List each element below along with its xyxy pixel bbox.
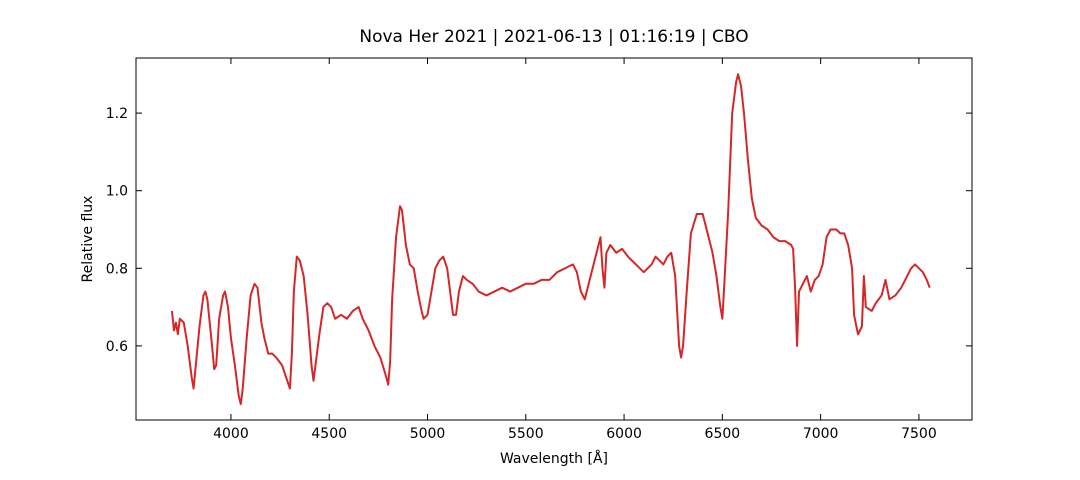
spectrum-line — [170, 73, 931, 406]
x-tick-label: 6000 — [606, 426, 642, 442]
y-axis-label: Relative flux — [80, 196, 96, 283]
x-axis-label: Wavelength [Å] — [500, 450, 608, 467]
y-tick-label: 1.0 — [106, 184, 128, 200]
x-tick-label: 6500 — [705, 426, 741, 442]
x-tick-label: 4000 — [213, 426, 249, 442]
y-tick-label: 0.8 — [106, 261, 128, 277]
y-tick-label: 1.2 — [106, 106, 128, 122]
plot-frame — [135, 57, 973, 421]
y-tick-label: 0.6 — [106, 339, 128, 355]
x-tick-label: 4500 — [311, 426, 347, 442]
x-tick-label: 5000 — [410, 426, 446, 442]
x-tick-label: 7000 — [803, 426, 839, 442]
x-tick-label: 5500 — [508, 426, 544, 442]
chart-title: Nova Her 2021 | 2021-06-13 | 01:16:19 | … — [359, 27, 748, 47]
x-tick-label: 7500 — [901, 426, 937, 442]
